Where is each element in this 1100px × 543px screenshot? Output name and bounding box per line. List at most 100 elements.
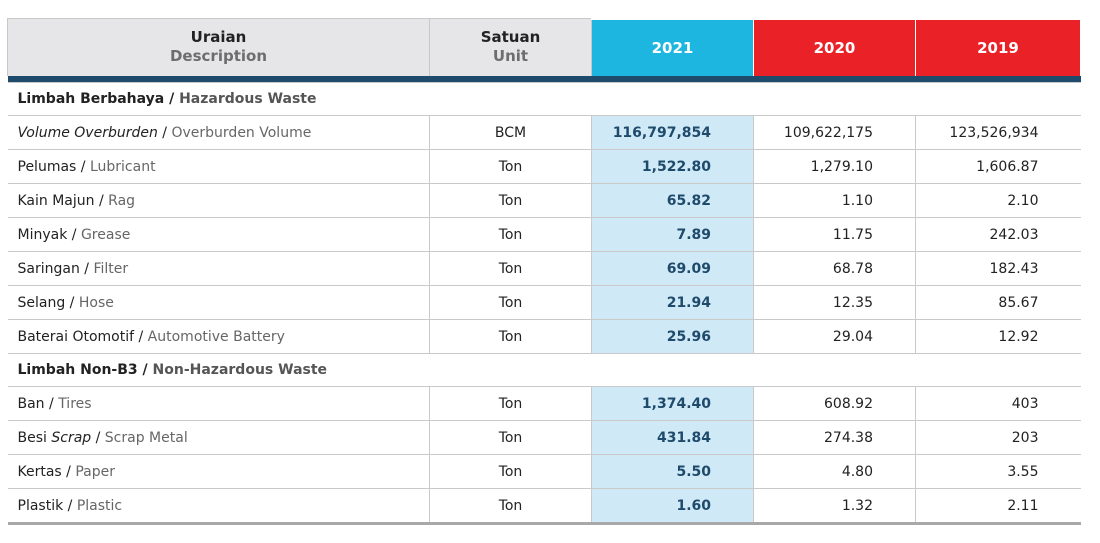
row-description: Plastik / Plastic <box>7 488 430 525</box>
section-title-id: Limbah Berbahaya <box>17 91 165 107</box>
header-year-2021: 2021 <box>591 16 754 76</box>
section-title: Limbah Berbahaya / Hazardous Waste <box>7 82 1081 116</box>
row-unit: Ton <box>429 217 592 252</box>
row-name-en: Tires <box>58 395 92 412</box>
table-row: Kertas / Paper Ton 5.50 4.80 3.55 <box>7 454 1081 489</box>
header-description-en: Description <box>169 47 268 66</box>
row-unit: Ton <box>429 183 592 218</box>
row-name-en: Overburden Volume <box>171 124 312 141</box>
row-value-2019: 403 <box>915 386 1081 421</box>
row-name-en: Paper <box>75 463 115 480</box>
row-value-2019: 85.67 <box>915 285 1081 320</box>
row-value-2020: 1.10 <box>753 183 916 218</box>
row-name-en: Automotive Battery <box>147 328 285 345</box>
row-name-en: Rag <box>108 192 136 209</box>
row-value-2020: 29.04 <box>753 319 916 354</box>
row-description: Besi Scrap / Scrap Metal <box>7 420 430 455</box>
row-description: Kain Majun / Rag <box>7 183 430 218</box>
row-value-2019: 123,526,934 <box>915 115 1081 150</box>
row-unit: Ton <box>429 454 592 489</box>
table-row: Saringan / Filter Ton 69.09 68.78 182.43 <box>7 251 1081 286</box>
row-value-2021: 5.50 <box>591 454 754 489</box>
row-unit: BCM <box>429 115 592 150</box>
waste-table: Uraian Description Satuan Unit 2021 2020… <box>7 16 1081 525</box>
row-value-2021: 1,374.40 <box>591 386 754 421</box>
row-name-id-italic: Scrap <box>51 429 92 446</box>
row-value-2020: 274.38 <box>753 420 916 455</box>
row-name-id: Selang <box>17 294 66 311</box>
table-row: Kain Majun / Rag Ton 65.82 1.10 2.10 <box>7 183 1081 218</box>
row-name-en: Filter <box>93 260 129 277</box>
table-row: Volume Overburden / Overburden Volume BCM… <box>7 115 1081 150</box>
row-unit: Ton <box>429 420 592 455</box>
header-description: Uraian Description <box>7 17 430 76</box>
row-unit: Ton <box>429 488 592 525</box>
row-value-2019: 182.43 <box>915 251 1081 286</box>
row-name-en: Lubricant <box>89 158 156 175</box>
row-value-2021: 116,797,854 <box>591 115 754 150</box>
table-body: Limbah Berbahaya / Hazardous Waste Volume… <box>7 82 1081 525</box>
row-value-2019: 3.55 <box>915 454 1081 489</box>
row-unit: Ton <box>429 251 592 286</box>
table-row: Pelumas / Lubricant Ton 1,522.80 1,279.10 1,… <box>7 149 1081 184</box>
table-row: Baterai Otomotif / Automotive Battery Ton… <box>7 319 1081 354</box>
row-value-2020: 608.92 <box>753 386 916 421</box>
row-value-2020: 68.78 <box>753 251 916 286</box>
table-row: Ban / Tires Ton 1,374.40 608.92 403 <box>7 386 1081 421</box>
row-name-id: Ban <box>17 395 45 412</box>
header-description-id: Uraian <box>190 28 247 47</box>
row-value-2020: 1.32 <box>753 488 916 525</box>
section-title: Limbah Non-B3 / Non-Hazardous Waste <box>7 353 1081 387</box>
row-description: Baterai Otomotif / Automotive Battery <box>7 319 430 354</box>
row-description: Minyak / Grease <box>7 217 430 252</box>
row-name-id: Minyak <box>17 226 68 243</box>
row-description: Kertas / Paper <box>7 454 430 489</box>
row-name-en: Grease <box>80 226 131 243</box>
row-value-2021: 7.89 <box>591 217 754 252</box>
header-divider-bar <box>7 76 1081 83</box>
table-header-row: Uraian Description Satuan Unit 2021 2020… <box>7 16 1081 76</box>
row-unit: Ton <box>429 386 592 421</box>
row-description: Selang / Hose <box>7 285 430 320</box>
row-name-id: Kain Majun <box>17 192 95 209</box>
row-value-2021: 21.94 <box>591 285 754 320</box>
row-description: Saringan / Filter <box>7 251 430 286</box>
row-value-2021: 65.82 <box>591 183 754 218</box>
row-value-2020: 4.80 <box>753 454 916 489</box>
row-value-2020: 109,622,175 <box>753 115 916 150</box>
row-value-2019: 1,606.87 <box>915 149 1081 184</box>
row-name-en: Hose <box>78 294 114 311</box>
section-title-en: Non-Hazardous Waste <box>152 362 328 378</box>
header-unit-id: Satuan <box>480 28 541 47</box>
section-header-row: Limbah Non-B3 / Non-Hazardous Waste <box>7 353 1081 387</box>
row-value-2021: 431.84 <box>591 420 754 455</box>
row-value-2021: 1,522.80 <box>591 149 754 184</box>
row-value-2020: 1,279.10 <box>753 149 916 184</box>
row-value-2021: 69.09 <box>591 251 754 286</box>
row-unit: Ton <box>429 285 592 320</box>
row-name-id: Baterai Otomotif <box>17 328 135 345</box>
row-description: Volume Overburden / Overburden Volume <box>7 115 430 150</box>
row-value-2019: 203 <box>915 420 1081 455</box>
waste-table-container: Uraian Description Satuan Unit 2021 2020… <box>7 16 1081 525</box>
row-description: Pelumas / Lubricant <box>7 149 430 184</box>
table-row: Plastik / Plastic Ton 1.60 1.32 2.11 <box>7 488 1081 525</box>
row-name-id: Volume Overburden <box>17 124 158 141</box>
section-title-en: Hazardous Waste <box>179 91 317 107</box>
row-description: Ban / Tires <box>7 386 430 421</box>
row-name-id: Besi <box>17 429 47 446</box>
row-value-2020: 11.75 <box>753 217 916 252</box>
row-value-2019: 12.92 <box>915 319 1081 354</box>
row-value-2019: 242.03 <box>915 217 1081 252</box>
header-unit-en: Unit <box>492 47 529 66</box>
table-row: Besi Scrap / Scrap Metal Ton 431.84 274.38 2… <box>7 420 1081 455</box>
row-unit: Ton <box>429 149 592 184</box>
row-name-en: Scrap Metal <box>104 429 188 446</box>
section-header-row: Limbah Berbahaya / Hazardous Waste <box>7 82 1081 116</box>
row-value-2019: 2.10 <box>915 183 1081 218</box>
row-name-id: Kertas <box>17 463 62 480</box>
header-year-2019: 2019 <box>915 16 1081 76</box>
table-row: Selang / Hose Ton 21.94 12.35 85.67 <box>7 285 1081 320</box>
header-year-2020: 2020 <box>753 16 916 76</box>
row-name-id: Plastik <box>17 497 64 514</box>
